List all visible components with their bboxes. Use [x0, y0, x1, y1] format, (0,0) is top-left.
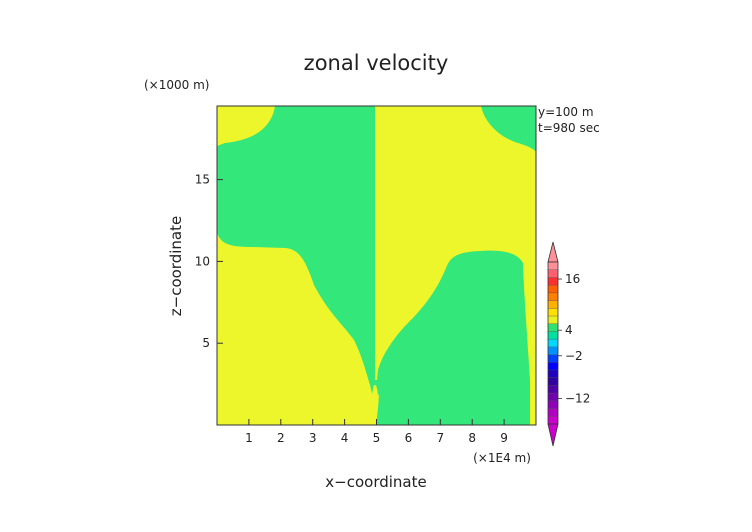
colorbar-swatch: [548, 362, 558, 371]
colorbar-swatch: [548, 308, 558, 317]
colorbar-swatch: [548, 316, 558, 325]
y-tick-label: 10: [195, 254, 210, 268]
colorbar-label: 4: [565, 323, 573, 337]
colorbar-swatch: [548, 277, 558, 286]
colorbar-swatch: [548, 385, 558, 394]
colorbar-swatch: [548, 400, 558, 409]
colorbar-swatch: [548, 408, 558, 417]
x-tick-label: 2: [277, 431, 285, 445]
colorbar-swatch: [548, 339, 558, 348]
colorbar-swatch: [548, 331, 558, 340]
y-unit-label: (×1000 m): [144, 78, 209, 92]
x-unit-label: (×1E4 m): [473, 451, 531, 465]
y-axis-label: z−coordinate: [167, 216, 185, 316]
colorbar-swatch: [548, 377, 558, 386]
colorbar-top-arrow: [547, 241, 559, 263]
colorbar-swatch: [548, 354, 558, 363]
colorbar-swatch: [548, 393, 558, 402]
y-tick-label: 5: [202, 336, 210, 350]
colorbar-label: 16: [565, 272, 580, 286]
x-tick-label: 9: [500, 431, 508, 445]
x-tick-label: 7: [436, 431, 444, 445]
x-axis: 1 2 3 4 5 6 7 8 9: [245, 419, 508, 445]
y-axis: 5 10 15: [195, 173, 223, 350]
colorbar-swatch: [548, 262, 558, 271]
colorbar-label: −2: [565, 349, 583, 363]
x-tick-label: 4: [341, 431, 349, 445]
negative-region-left: [217, 106, 375, 400]
x-tick-label: 6: [405, 431, 413, 445]
colorbar: 16 4 −2 −12: [547, 241, 590, 447]
positive-notch: [372, 385, 378, 402]
contour-field: [216, 105, 537, 426]
colorbar-swatch: [548, 292, 558, 301]
colorbar-label: −12: [565, 391, 590, 405]
colorbar-swatch: [548, 323, 558, 332]
info-y-label: y=100 m: [538, 105, 594, 119]
colorbar-swatch: [548, 300, 558, 309]
x-tick-label: 8: [468, 431, 476, 445]
x-tick-label: 3: [309, 431, 317, 445]
y-tick-label: 15: [195, 173, 210, 187]
x-axis-label: x−coordinate: [325, 473, 426, 491]
colorbar-frame: [547, 261, 559, 425]
info-time-label: t=980 sec: [538, 121, 600, 135]
colorbar-swatch: [548, 370, 558, 379]
colorbar-swatch: [548, 269, 558, 278]
chart-title: zonal velocity: [304, 51, 449, 75]
colorbar-bottom-arrow: [547, 423, 559, 447]
negative-region-right: [375, 106, 536, 425]
x-tick-label: 1: [245, 431, 253, 445]
colorbar-swatch: [548, 416, 558, 425]
colorbar-swatch: [548, 285, 558, 294]
x-tick-label: 5: [373, 431, 381, 445]
colorbar-swatch: [548, 346, 558, 355]
